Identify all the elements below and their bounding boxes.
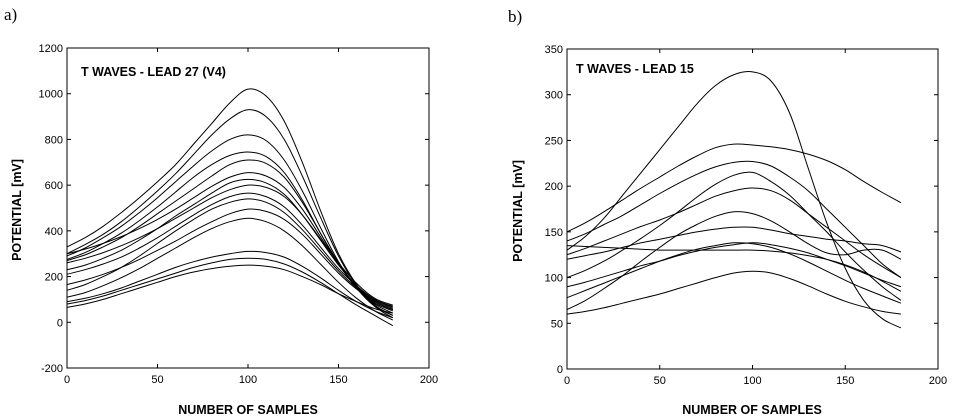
axis-ticks-b: 0 50 100 150 200 0 50 100 150 200 250 300 350 <box>545 44 948 387</box>
y-tick-label: 0 <box>57 317 63 329</box>
x-axis-title-a: NUMBER OF SAMPLES <box>178 403 318 417</box>
y-tick-label: 1200 <box>39 43 63 55</box>
series-line-a-7 <box>66 178 393 307</box>
curves-a <box>66 88 394 327</box>
series-line-b-9 <box>566 242 902 304</box>
series-line-b-10 <box>566 270 901 315</box>
y-tick-label: 250 <box>545 135 563 147</box>
series-line-a-9 <box>66 192 393 308</box>
series-line-b-3 <box>566 160 902 279</box>
series-line-b-11 <box>566 245 902 292</box>
y-tick-label: 0 <box>557 364 563 376</box>
x-tick-label: 150 <box>329 374 347 386</box>
y-axis-title-b: POTENTIAL [mV] <box>511 160 525 262</box>
y-tick-label: 200 <box>545 181 563 193</box>
y-tick-label: 300 <box>545 90 563 102</box>
series-line-b-7 <box>566 226 902 260</box>
y-tick-label: 1000 <box>39 89 63 101</box>
series-line-a-14 <box>66 257 394 327</box>
x-axis-title-b: NUMBER OF SAMPLES <box>682 403 822 417</box>
plot-frame-b <box>566 48 939 370</box>
y-tick-label: 50 <box>551 318 563 330</box>
series-line-a-12 <box>66 217 394 321</box>
x-tick-label: 200 <box>929 375 947 387</box>
series-line-a-15 <box>66 264 393 314</box>
y-axis-title-a: POTENTIAL [mV] <box>10 159 24 261</box>
x-tick-label: 100 <box>239 374 257 386</box>
series-line-b-4 <box>566 171 902 301</box>
series-line-a-1 <box>66 88 394 319</box>
curves-b <box>566 71 902 329</box>
y-tick-label: -200 <box>41 363 63 375</box>
panel-label-a: a) <box>4 5 17 24</box>
y-tick-label: 100 <box>545 273 563 285</box>
x-tick-label: 100 <box>743 375 761 387</box>
series-line-b-8 <box>566 242 902 288</box>
y-tick-label: 200 <box>45 272 63 284</box>
series-line-b-6 <box>566 211 902 311</box>
series-line-a-13 <box>66 250 393 319</box>
x-tick-label: 0 <box>564 375 570 387</box>
chart-title-a: T WAVES - LEAD 27 (V4) <box>81 65 226 79</box>
series-line-a-11 <box>66 208 393 311</box>
series-line-a-3 <box>66 134 394 316</box>
plot-frame-a <box>66 47 430 369</box>
chart-b: 0 50 100 150 200 0 50 100 150 200 250 300 350 T WAVE… <box>511 44 947 417</box>
series-line-a-4 <box>66 151 394 314</box>
x-tick-label: 200 <box>420 374 438 386</box>
x-tick-label: 0 <box>64 374 70 386</box>
series-line-b-1 <box>566 71 902 329</box>
x-tick-label: 50 <box>654 375 666 387</box>
series-line-a-6 <box>66 172 393 311</box>
panel-label-b: b) <box>508 7 522 26</box>
y-tick-label: 350 <box>545 44 563 56</box>
x-tick-label: 150 <box>836 375 854 387</box>
x-tick-label: 50 <box>151 374 163 386</box>
chart-title-b: T WAVES - LEAD 15 <box>576 62 694 76</box>
series-line-a-8 <box>66 184 393 306</box>
y-tick-label: 400 <box>45 226 63 238</box>
y-tick-label: 600 <box>45 180 63 192</box>
series-line-a-2 <box>66 109 394 316</box>
y-tick-label: 800 <box>45 134 63 146</box>
y-tick-label: 150 <box>545 227 563 239</box>
series-line-b-2 <box>566 143 902 233</box>
